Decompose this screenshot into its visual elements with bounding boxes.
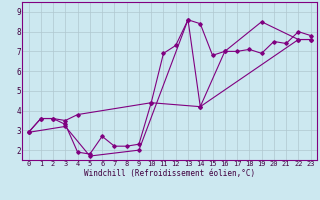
- X-axis label: Windchill (Refroidissement éolien,°C): Windchill (Refroidissement éolien,°C): [84, 169, 255, 178]
